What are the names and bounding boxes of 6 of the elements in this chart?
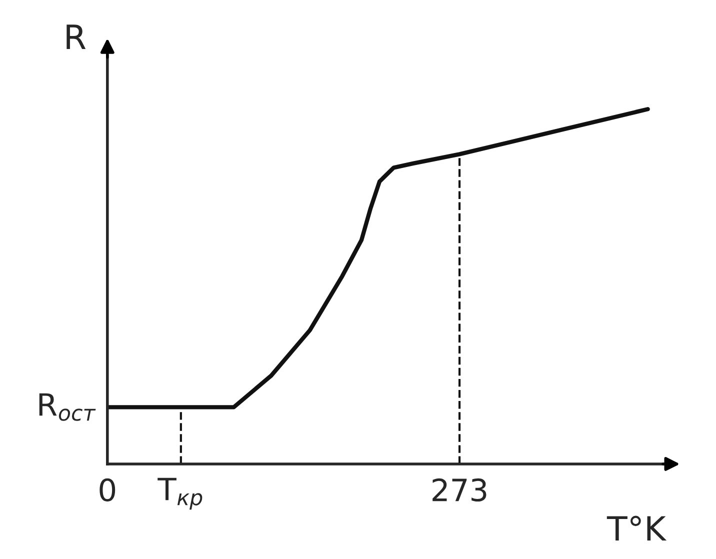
x-tick-label: 273 bbox=[432, 478, 486, 502]
x-tick-label: 0 bbox=[100, 478, 116, 502]
x-tick-label: T$_{кр}$ bbox=[158, 478, 202, 510]
annotation: R$_{ост}$ bbox=[39, 393, 96, 421]
y-axis-title: R bbox=[66, 24, 86, 49]
x-axis-title: T°K bbox=[606, 516, 667, 541]
